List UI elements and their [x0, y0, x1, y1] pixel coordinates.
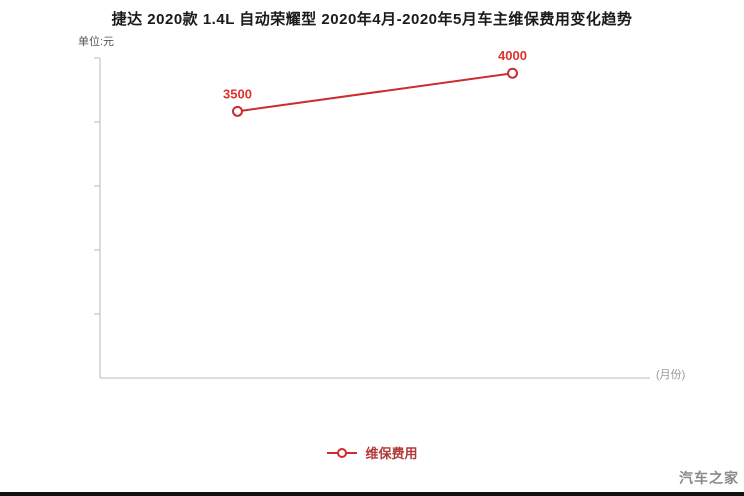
y-axis-unit-label: 单位:元 [78, 36, 115, 48]
chart-title: 捷达 2020款 1.4L 自动荣耀型 2020年4月-2020年5月车主维保费… [111, 11, 633, 28]
legend: 维保费用 [0, 443, 744, 462]
legend-line-marker-icon [327, 447, 358, 458]
legend-label: 维保费用 [365, 446, 418, 461]
data-point-value-label: 4000 [498, 48, 527, 63]
data-point [232, 105, 243, 117]
data-point [507, 67, 518, 79]
watermark-logo: 汽车之家 [679, 470, 739, 486]
x-axis-end-label: (月份) [656, 369, 686, 381]
bottom-bar [0, 492, 744, 496]
data-point-value-label: 3500 [223, 86, 252, 101]
trend-line [237, 72, 513, 113]
